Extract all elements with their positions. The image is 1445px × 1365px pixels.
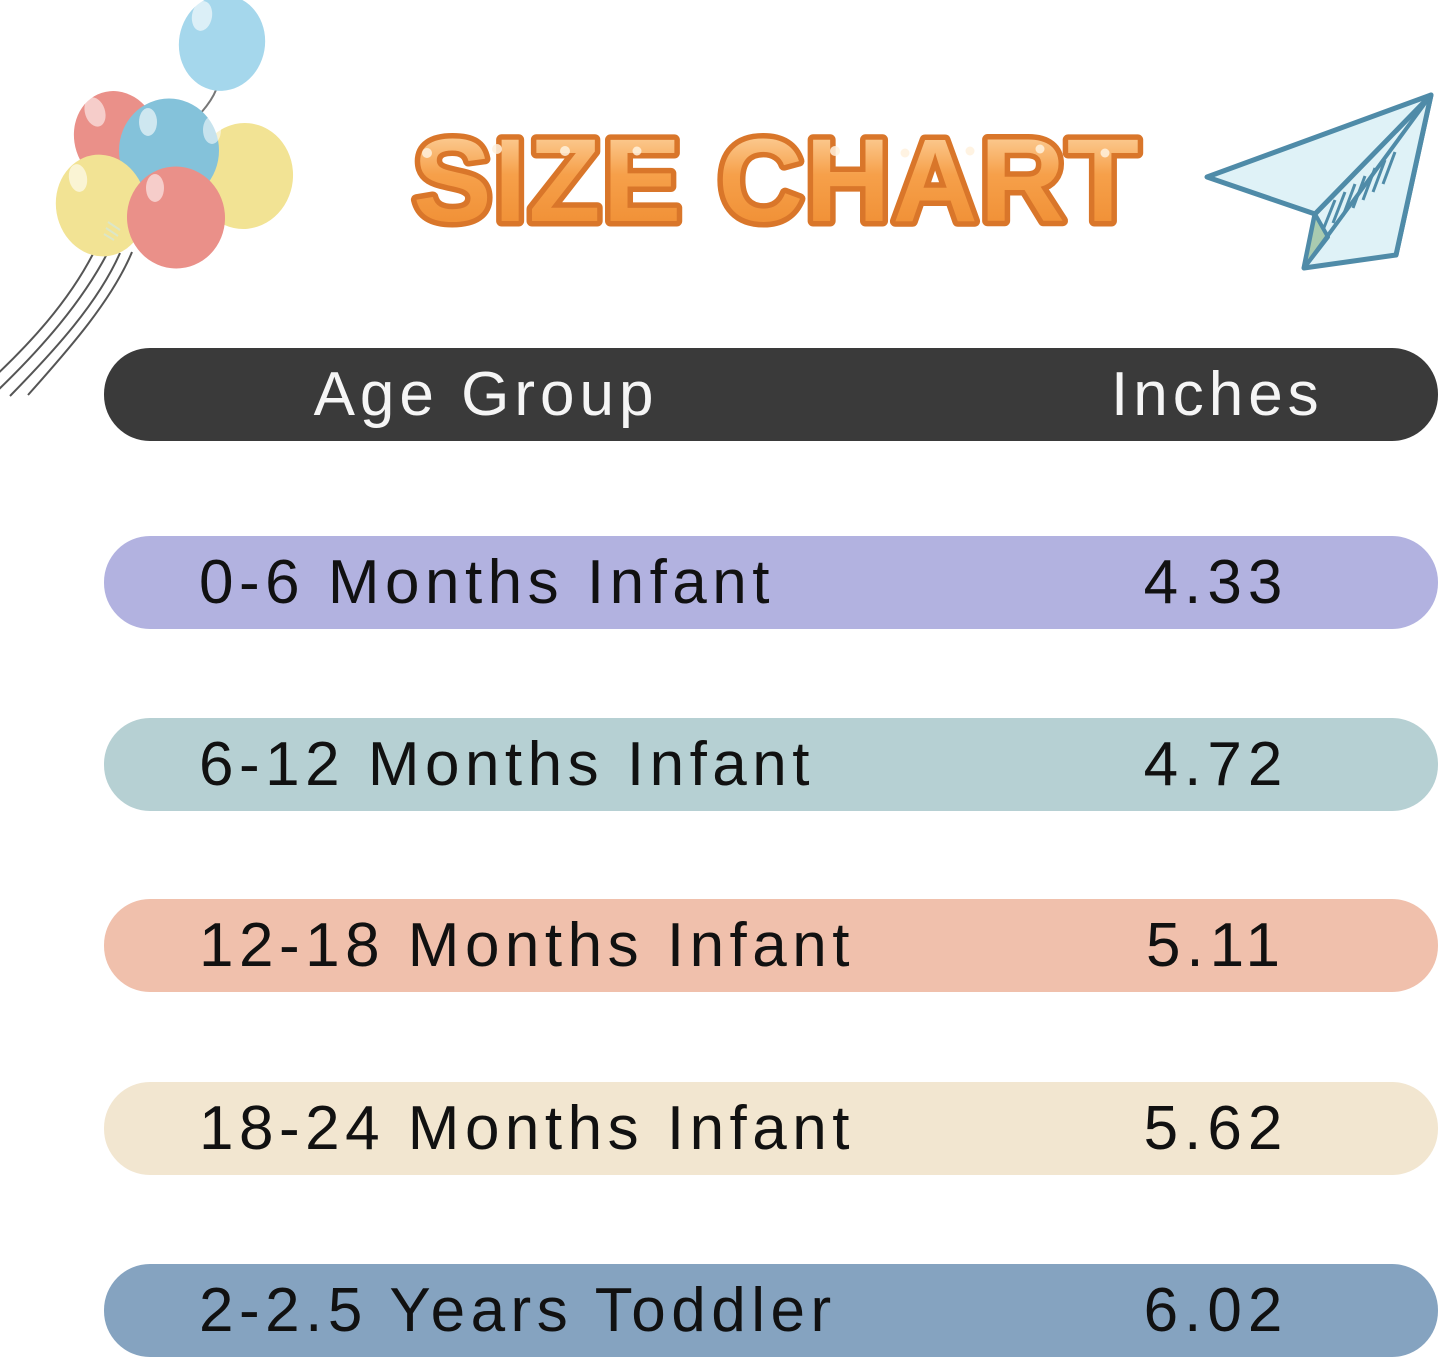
svg-text:SIZE CHART: SIZE CHART <box>413 115 1141 247</box>
